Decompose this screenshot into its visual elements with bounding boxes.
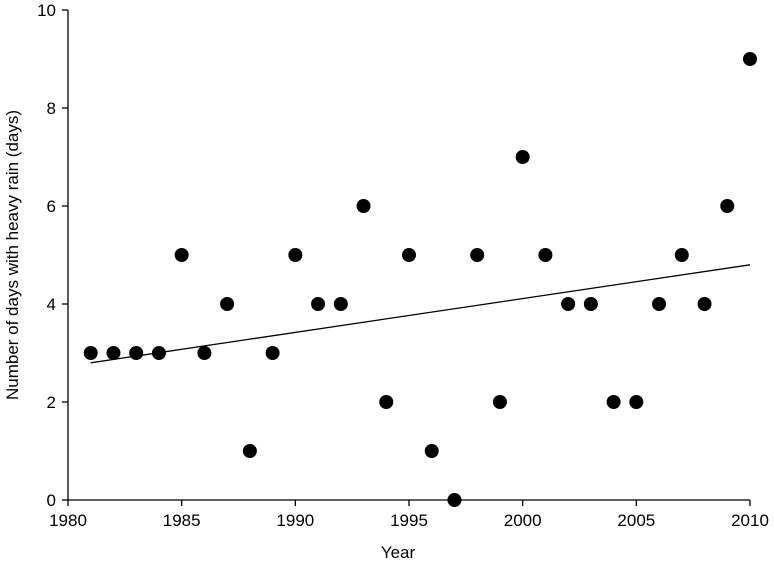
data-point	[197, 346, 212, 360]
data-point	[174, 248, 189, 262]
data-point	[629, 395, 644, 409]
y-tick-label: 6	[47, 197, 56, 216]
data-point	[402, 248, 416, 262]
data-point	[697, 297, 712, 311]
x-tick-label: 1980	[49, 511, 87, 530]
y-tick-label: 10	[37, 1, 56, 20]
x-tick-label: 2010	[731, 511, 769, 530]
data-point	[129, 346, 144, 360]
y-tick-label: 0	[47, 491, 56, 510]
x-tick-label: 1990	[276, 511, 314, 530]
data-point	[652, 297, 667, 311]
data-point	[356, 199, 371, 213]
data-point	[151, 346, 166, 360]
y-axis-label: Number of days with heavy rain (days)	[3, 110, 22, 400]
y-tick-label: 4	[47, 295, 56, 314]
y-tick-label: 8	[47, 99, 56, 118]
data-point	[288, 248, 303, 262]
data-point	[220, 297, 235, 311]
data-point	[265, 346, 280, 360]
x-tick-label: 1995	[390, 511, 428, 530]
data-point	[606, 395, 621, 409]
data-point	[470, 248, 485, 262]
data-point	[515, 150, 530, 164]
data-point	[743, 52, 757, 66]
data-point	[561, 297, 576, 311]
x-tick-label: 1985	[163, 511, 201, 530]
data-point	[447, 493, 462, 507]
data-point	[424, 444, 439, 458]
data-point	[311, 297, 326, 311]
x-axis-label: Year	[381, 543, 416, 562]
data-point	[333, 297, 348, 311]
data-point	[720, 199, 735, 213]
data-point	[83, 346, 98, 360]
data-point	[379, 395, 394, 409]
data-point	[538, 248, 553, 262]
x-tick-label: 2005	[617, 511, 655, 530]
data-point	[492, 395, 507, 409]
data-point	[674, 248, 689, 262]
data-point	[242, 444, 257, 458]
y-tick-label: 2	[47, 393, 56, 412]
x-tick-label: 2000	[504, 511, 542, 530]
data-point	[106, 346, 121, 360]
data-point	[583, 297, 598, 311]
trend-line	[90, 264, 751, 364]
